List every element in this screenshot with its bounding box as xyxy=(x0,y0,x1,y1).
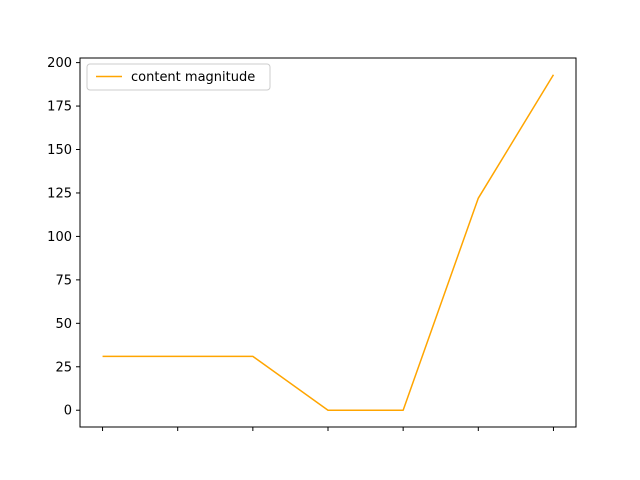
series-line-0 xyxy=(102,74,555,411)
legend-label-content-magnitude: content magnitude xyxy=(131,70,255,85)
y-tick-label: 125 xyxy=(47,186,72,201)
y-tick-label: 100 xyxy=(47,230,72,245)
legend: content magnitude xyxy=(86,63,271,91)
y-tick-label: 0 xyxy=(64,404,72,419)
y-tick-label: 200 xyxy=(47,56,72,71)
y-tick-label: 75 xyxy=(55,273,72,288)
axes: 0 25 50 75 100 125 150 175 200 xyxy=(47,56,577,431)
y-tick-label: 25 xyxy=(55,360,72,375)
y-tick-label: 150 xyxy=(47,143,72,158)
legend-frame xyxy=(86,63,271,91)
y-tick-label: 50 xyxy=(55,317,72,332)
plot-area xyxy=(102,74,555,411)
y-tick-label: 175 xyxy=(47,100,72,115)
